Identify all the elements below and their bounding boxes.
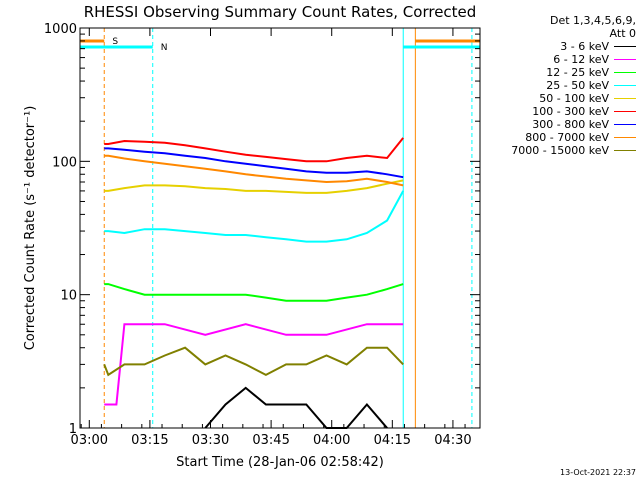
legend-swatch-4 <box>614 98 636 99</box>
legend-label-6: 300 - 800 keV <box>532 118 609 131</box>
legend-entry-7: 800 - 7000 keV <box>488 131 636 144</box>
legend-label-5: 100 - 300 keV <box>532 105 609 118</box>
legend-label-2: 12 - 25 keV <box>546 66 609 79</box>
legend-label-1: 6 - 12 keV <box>553 53 609 66</box>
x-tick-label-2: 03:30 <box>192 433 229 448</box>
series-line-5 <box>104 137 404 163</box>
y-axis-label: Corrected Count Rate (s⁻¹ detector⁻¹) <box>23 106 38 351</box>
legend-entry-5: 100 - 300 keV <box>488 105 636 118</box>
y-tick-label-1: 10 <box>60 289 77 304</box>
series-line-6 <box>104 147 404 179</box>
legend-swatch-7 <box>614 137 636 138</box>
legend: Det 1,3,4,5,6,9, Att 0 3 - 6 keV 6 - 12 k… <box>488 14 636 157</box>
x-tick-label-1: 03:15 <box>131 433 168 448</box>
legend-entry-0: 3 - 6 keV <box>488 40 636 53</box>
marker-n: N <box>161 43 168 53</box>
legend-header-1: Det 1,3,4,5,6,9, <box>549 14 636 27</box>
series-line-0 <box>204 386 388 429</box>
legend-swatch-3 <box>614 85 636 86</box>
legend-swatch-8 <box>614 150 636 151</box>
series-line-4 <box>104 179 404 194</box>
legend-swatch-2 <box>614 72 636 73</box>
x-axis-label: Start Time (28-Jan-06 02:58:42) <box>176 455 384 470</box>
series-line-3 <box>104 190 405 243</box>
legend-label-3: 25 - 50 keV <box>546 79 609 92</box>
x-tick-label-4: 04:00 <box>313 433 350 448</box>
y-tick-label-3: 1000 <box>44 22 77 37</box>
x-tick-label-0: 03:00 <box>71 433 108 448</box>
footer-date: 13-Oct-2021 22:37 <box>560 468 636 477</box>
legend-swatch-0 <box>614 46 636 47</box>
legend-entry-8: 7000 - 15000 keV <box>488 144 636 157</box>
series-line-2 <box>104 283 404 302</box>
legend-label-8: 7000 - 15000 keV <box>511 144 609 157</box>
marker-s: S <box>112 37 118 47</box>
legend-entry-6: 300 - 800 keV <box>488 118 636 131</box>
legend-label-7: 800 - 7000 keV <box>525 131 609 144</box>
series-line-1 <box>104 323 404 406</box>
legend-entry-4: 50 - 100 keV <box>488 92 636 105</box>
x-tick-label-6: 04:30 <box>434 433 471 448</box>
y-tick-label-2: 100 <box>52 155 77 170</box>
x-tick-label-3: 03:45 <box>252 433 289 448</box>
legend-label-0: 3 - 6 keV <box>560 40 609 53</box>
y-tick-label-0: 1 <box>69 422 77 437</box>
legend-swatch-6 <box>614 124 636 125</box>
x-tick-label-5: 04:15 <box>374 433 411 448</box>
chart-title: RHESSI Observing Summary Count Rates, Co… <box>84 3 477 21</box>
legend-label-4: 50 - 100 keV <box>539 92 609 105</box>
legend-swatch-5 <box>614 111 636 112</box>
plot-frame <box>79 27 481 429</box>
legend-header-2: Att 0 <box>609 27 636 40</box>
legend-entry-3: 25 - 50 keV <box>488 79 636 92</box>
series-line-7 <box>104 154 404 187</box>
legend-entry-1: 6 - 12 keV <box>488 53 636 66</box>
legend-swatch-1 <box>614 59 636 60</box>
legend-entry-2: 12 - 25 keV <box>488 66 636 79</box>
series-line-8 <box>103 346 404 377</box>
